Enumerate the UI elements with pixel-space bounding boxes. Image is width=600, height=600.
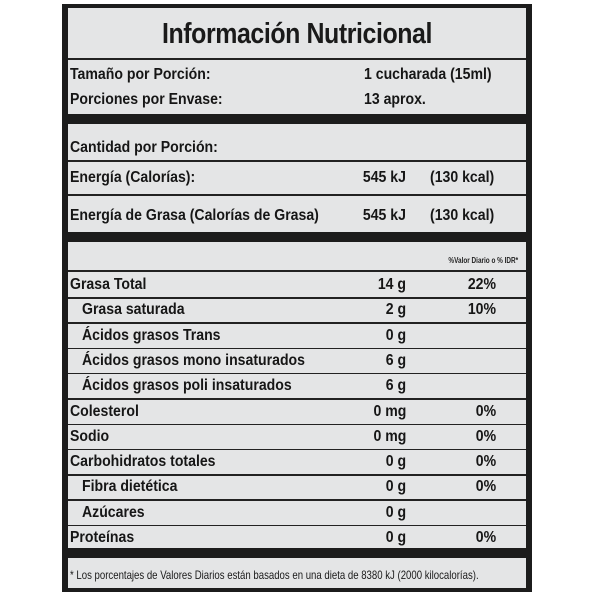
nutrient-amount: 0 mg	[373, 428, 406, 446]
servings-per-container-row: Porciones por Envase: 13 aprox.	[68, 88, 526, 112]
nutrient-row: Sodio 0 mg 0%	[68, 425, 526, 449]
nutrient-row: Ácidos grasos mono insaturados 6 g	[68, 349, 526, 373]
nutrient-amount: 14 g	[378, 276, 406, 294]
nutrient-amount: 0 g	[386, 327, 406, 345]
nutrient-label: Fibra dietética	[82, 478, 177, 496]
energy-label: Energía (Calorías):	[70, 169, 195, 187]
nutrient-label: Sodio	[70, 428, 109, 446]
amount-per-serving-label: Cantidad por Porción:	[70, 139, 218, 157]
nutrient-label: Colesterol	[70, 403, 139, 421]
label-title: Información Nutricional	[100, 18, 494, 51]
nutrient-row: Fibra dietética 0 g 0%	[68, 475, 526, 499]
nutrient-label: Azúcares	[82, 504, 145, 522]
energy-row: Energía (Calorías): 545 kJ (130 kcal)	[68, 166, 526, 190]
divider	[68, 270, 526, 272]
nutrient-amount: 6 g	[386, 352, 406, 370]
divider	[68, 160, 526, 162]
nutrient-daily-value: 0%	[476, 453, 496, 471]
nutrient-label: Ácidos grasos poli insaturados	[82, 377, 292, 395]
nutrient-label: Ácidos grasos Trans	[82, 327, 221, 345]
servings-label: Porciones por Envase:	[70, 91, 223, 109]
daily-value-header: %Valor Diario o % IDR*	[448, 256, 518, 265]
serving-size-row: Tamaño por Porción: 1 cucharada (15ml)	[68, 63, 526, 87]
nutrient-amount: 0 mg	[373, 403, 406, 421]
nutrient-label: Proteínas	[70, 529, 134, 547]
divider	[68, 58, 526, 60]
serving-size-label: Tamaño por Porción:	[70, 66, 211, 84]
nutrient-row: Ácidos grasos poli insaturados 6 g	[68, 374, 526, 398]
nutrient-row: Grasa saturada 2 g 10%	[68, 298, 526, 322]
nutrient-label: Grasa saturada	[82, 301, 185, 319]
label-panel: Información Nutricional Tamaño por Porci…	[68, 8, 526, 588]
nutrient-daily-value: 0%	[476, 529, 496, 547]
nutrient-amount: 0 g	[386, 478, 406, 496]
nutrient-row: Proteínas 0 g 0%	[68, 526, 526, 550]
nutrient-amount: 0 g	[386, 529, 406, 547]
fat-energy-kj: 545 kJ	[363, 207, 406, 225]
nutrient-daily-value: 22%	[468, 276, 496, 294]
nutrient-daily-value: 10%	[468, 301, 496, 319]
nutrient-amount: 0 g	[386, 504, 406, 522]
nutrient-row: Ácidos grasos Trans 0 g	[68, 324, 526, 348]
energy-kcal: (130 kcal)	[430, 169, 494, 187]
nutrient-label: Grasa Total	[70, 276, 146, 294]
nutrient-row: Grasa Total 14 g 22%	[68, 273, 526, 297]
fat-energy-label: Energía de Grasa (Calorías de Grasa)	[70, 207, 319, 225]
nutrient-amount: 0 g	[386, 453, 406, 471]
footnote: * Los porcentajes de Valores Diarios est…	[70, 568, 433, 582]
amount-per-serving-row: Cantidad por Porción:	[68, 136, 526, 160]
energy-kj: 545 kJ	[363, 169, 406, 187]
thick-divider	[68, 114, 526, 124]
nutrient-daily-value: 0%	[476, 428, 496, 446]
nutrient-row: Azúcares 0 g	[68, 501, 526, 525]
nutrient-daily-value: 0%	[476, 403, 496, 421]
nutrient-label: Carbohidratos totales	[70, 453, 216, 471]
fat-energy-row: Energía de Grasa (Calorías de Grasa) 545…	[68, 204, 526, 228]
thick-divider	[68, 232, 526, 242]
nutrient-amount: 2 g	[386, 301, 406, 319]
fat-energy-kcal: (130 kcal)	[430, 207, 494, 225]
serving-size-value: 1 cucharada (15ml)	[364, 66, 492, 84]
nutrient-daily-value: 0%	[476, 478, 496, 496]
nutrition-label: Información Nutricional Tamaño por Porci…	[62, 4, 532, 592]
nutrient-row: Carbohidratos totales 0 g 0%	[68, 450, 526, 474]
divider	[68, 194, 526, 196]
thick-divider	[68, 548, 526, 558]
nutrient-label: Ácidos grasos mono insaturados	[82, 352, 305, 370]
nutrient-row: Colesterol 0 mg 0%	[68, 400, 526, 424]
servings-value: 13 aprox.	[364, 91, 426, 109]
nutrient-amount: 6 g	[386, 377, 406, 395]
